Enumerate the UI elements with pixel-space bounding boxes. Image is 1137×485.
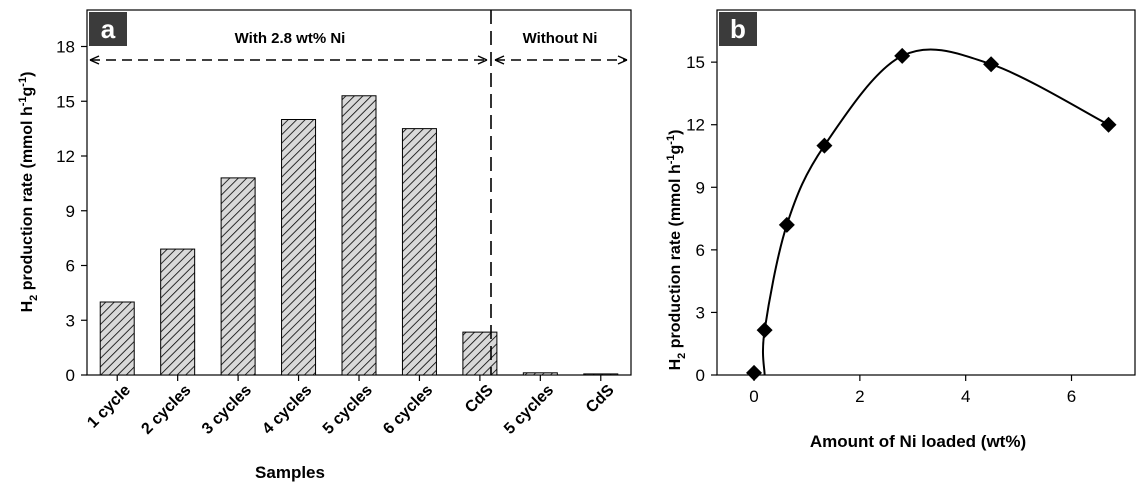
panel-b-points bbox=[746, 47, 1117, 381]
data-point-diamond bbox=[1100, 116, 1117, 133]
panel-b-y-axis-label: H2 production rate (mmol h-1g-1) bbox=[665, 130, 688, 371]
bar bbox=[341, 95, 377, 376]
bar bbox=[522, 372, 558, 376]
y-tick-label: 12 bbox=[56, 147, 75, 166]
data-point-diamond bbox=[894, 47, 911, 64]
x-tick-label: 2 cycles bbox=[138, 382, 194, 438]
bar bbox=[160, 248, 196, 376]
x-tick-label: CdS bbox=[462, 382, 497, 417]
x-tick-label: 2 bbox=[855, 387, 864, 406]
y-tick-label: 0 bbox=[696, 366, 705, 385]
group-label-without-ni: Without Ni bbox=[523, 30, 598, 47]
panel-a-label-box bbox=[89, 12, 127, 46]
data-point-diamond bbox=[746, 364, 763, 381]
group-label-with-ni: With 2.8 wt% Ni bbox=[235, 30, 346, 47]
group-arrow-with-ni bbox=[89, 55, 488, 65]
bar bbox=[281, 119, 317, 376]
panel-b-x-axis-label: Amount of Ni loaded (wt%) bbox=[810, 432, 1026, 451]
data-point-diamond bbox=[983, 56, 1000, 73]
y-tick-label: 15 bbox=[56, 92, 75, 111]
panel-a-bar-chart: 0 3 6 9 12 15 18 1 cycle 2 cycles 3 cycles 4 cycl… bbox=[17, 9, 632, 482]
y-tick-label: 9 bbox=[696, 178, 705, 197]
x-tick-label: 5 cycles bbox=[320, 382, 376, 438]
data-point-diamond bbox=[756, 322, 773, 339]
panel-b-plot-frame bbox=[716, 9, 1136, 376]
panel-a-x-tick-labels: 1 cycle 2 cycles 3 cycles 4 cycles 5 cycles 6… bbox=[84, 375, 618, 438]
x-tick-label: 3 cycles bbox=[199, 382, 255, 438]
y-tick-label: 12 bbox=[686, 116, 705, 135]
group-arrow-without-ni bbox=[494, 55, 628, 65]
x-tick-label: 1 cycle bbox=[84, 382, 134, 432]
bar bbox=[99, 301, 135, 376]
x-tick-label: 5 cycles bbox=[501, 382, 557, 438]
panel-b-label: b bbox=[730, 14, 746, 44]
x-tick-label: 6 cycles bbox=[380, 382, 436, 438]
y-tick-label: 9 bbox=[66, 202, 75, 221]
y-tick-label: 0 bbox=[66, 366, 75, 385]
bar bbox=[583, 373, 619, 376]
y-tick-label: 15 bbox=[686, 53, 705, 72]
y-tick-label: 3 bbox=[66, 311, 75, 330]
panel-a-y-ticks: 0 3 6 9 12 15 18 bbox=[56, 38, 87, 385]
panel-b-label-box bbox=[719, 12, 757, 46]
fit-curve bbox=[761, 48, 1109, 376]
x-tick-label: CdS bbox=[583, 382, 618, 417]
panel-b-scatter-chart: 0 3 6 9 12 15 0 2 4 6 b H2 production rate (mmol … bbox=[665, 9, 1136, 451]
panel-b-ticks: 0 3 6 9 12 15 0 2 4 6 bbox=[686, 53, 1076, 406]
y-tick-label: 18 bbox=[56, 38, 75, 57]
bar bbox=[401, 128, 437, 376]
y-tick-label: 6 bbox=[66, 257, 75, 276]
x-tick-label: 4 cycles bbox=[259, 382, 315, 438]
panel-a-x-axis-label: Samples bbox=[255, 463, 325, 482]
panel-a-y-axis-label: H2 production rate (mmol h-1g-1) bbox=[17, 72, 40, 313]
y-tick-label: 3 bbox=[696, 303, 705, 322]
data-point-diamond bbox=[816, 137, 833, 154]
y-tick-label: 6 bbox=[696, 241, 705, 260]
bar bbox=[220, 177, 256, 376]
panel-a-label: a bbox=[101, 14, 116, 44]
x-tick-label: 0 bbox=[749, 387, 758, 406]
x-tick-label: 6 bbox=[1067, 387, 1076, 406]
panel-a-bars bbox=[99, 95, 619, 376]
data-point-diamond bbox=[778, 216, 795, 233]
x-tick-label: 4 bbox=[961, 387, 970, 406]
